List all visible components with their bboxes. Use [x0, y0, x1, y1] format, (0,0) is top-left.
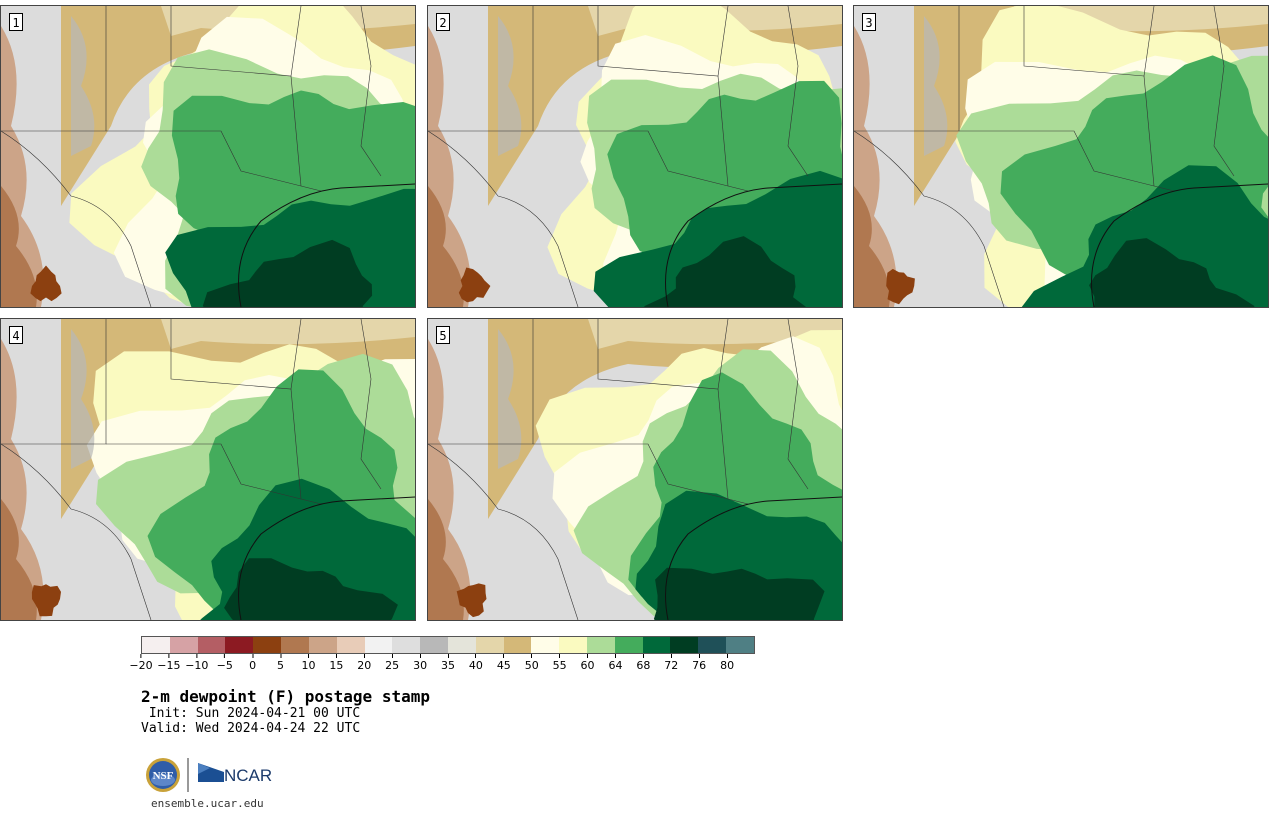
map-panel-3: 3: [853, 5, 1269, 308]
colorbar-tick-label: 25: [385, 654, 399, 672]
map-panel-1: 1: [0, 5, 416, 308]
colorbar-swatch: [336, 637, 365, 653]
colorbar-swatch: [142, 637, 170, 653]
panel-number: 4: [9, 326, 23, 344]
colorbar-tick-label: 5: [277, 654, 284, 672]
dewpoint-map: [854, 6, 1268, 307]
colorbar-swatch: [503, 637, 532, 653]
colorbar-tick-label: 20: [357, 654, 371, 672]
colorbar-swatch: [614, 637, 643, 653]
valid-time: Valid: Wed 2024-04-24 22 UTC: [141, 721, 361, 736]
colorbar-tick-label: 45: [497, 654, 511, 672]
dewpoint-map: [428, 6, 842, 307]
colorbar-swatch: [698, 637, 727, 653]
colorbar-tick-label: 55: [553, 654, 567, 672]
colorbar-swatch: [531, 637, 560, 653]
panel-number: 2: [436, 13, 450, 31]
colorbar-ticks: −20 −15 −10 −5 0 5 10 15 20 25 30 35 40 45 50 55 60 64 68 7…: [129, 654, 755, 674]
panel-number: 3: [862, 13, 876, 31]
colorbar-tick-label: −20: [129, 654, 152, 672]
colorbar-swatch: [670, 637, 699, 653]
init-time: Init: Sun 2024-04-21 00 UTC: [141, 706, 361, 721]
colorbar-tick-label: 76: [692, 654, 706, 672]
site-url[interactable]: ensemble.ucar.edu: [151, 797, 264, 810]
colorbar-tick-label: 15: [329, 654, 343, 672]
colorbar-tick-label: 68: [636, 654, 650, 672]
colorbar-swatch: [364, 637, 393, 653]
ncar-logo-text: NCAR: [224, 766, 272, 785]
colorbar-tick-label: 35: [441, 654, 455, 672]
colorbar-tick-label: −5: [217, 654, 233, 672]
colorbar-tick-label: 0: [249, 654, 256, 672]
map-panel-2: 2: [427, 5, 843, 308]
colorbar-tick-label: 72: [664, 654, 678, 672]
colorbar-swatch: [559, 637, 587, 653]
colorbar-swatch: [587, 637, 615, 653]
panel-number: 5: [436, 326, 450, 344]
colorbar-swatch: [726, 637, 754, 653]
colorbar-swatch: [642, 637, 671, 653]
colorbar-swatch: [169, 637, 198, 653]
ncar-logo-icon: NCAR: [198, 763, 272, 785]
colorbar-tick-label: −10: [185, 654, 208, 672]
colorbar-tick-label: 50: [525, 654, 539, 672]
dewpoint-map: [1, 6, 415, 307]
colorbar-tick-label: 30: [413, 654, 427, 672]
colorbar-swatch: [197, 637, 226, 653]
map-panel-4: 4: [0, 318, 416, 621]
colorbar-swatch: [392, 637, 421, 653]
dewpoint-map: [1, 319, 415, 620]
colorbar-swatch: [253, 637, 282, 653]
colorbar-swatch: [420, 637, 448, 653]
colorbar-tick-label: 40: [469, 654, 483, 672]
map-panel-5: 5: [427, 318, 843, 621]
colorbar-swatch: [281, 637, 309, 653]
nsf-logo-icon: NSF: [146, 758, 180, 792]
colorbar-swatch: [308, 637, 337, 653]
panel-number: 1: [9, 13, 23, 31]
colorbar-swatch: [225, 637, 254, 653]
colorbar-tick-label: 80: [720, 654, 734, 672]
figure-title: 2-m dewpoint (F) postage stamp: [141, 687, 430, 706]
colorbar-tick-label: 60: [581, 654, 595, 672]
colorbar-swatch: [447, 637, 476, 653]
dewpoint-colorbar: [141, 636, 755, 654]
colorbar-tick-label: 64: [608, 654, 622, 672]
dewpoint-map: [428, 319, 842, 620]
colorbar-swatch: [475, 637, 504, 653]
sponsor-logos: NSF NCAR: [144, 756, 274, 794]
colorbar-tick-label: −15: [157, 654, 180, 672]
colorbar-tick-label: 10: [301, 654, 315, 672]
nsf-logo-text: NSF: [153, 770, 174, 782]
